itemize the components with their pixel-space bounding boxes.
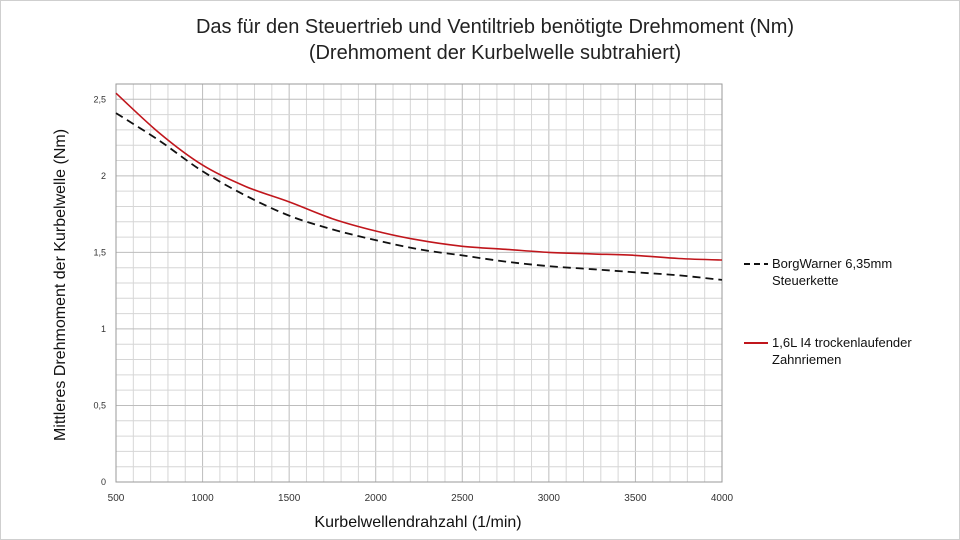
y-tick-label: 1,5 bbox=[93, 247, 106, 257]
grid-lines bbox=[115, 83, 723, 483]
y-tick-label: 2 bbox=[101, 171, 106, 181]
y-tick-label: 0,5 bbox=[93, 400, 106, 410]
y-tick-label: 1 bbox=[101, 324, 106, 334]
y-tick-labels: 0 0,5 1 1,5 2 2,5 bbox=[93, 94, 106, 487]
legend: BorgWarner 6,35mm Steuerkette 1,6L I4 troc… bbox=[744, 256, 912, 367]
chart-subtitle: (Drehmoment der Kurbelwelle subtrahiert) bbox=[308, 42, 682, 64]
x-tick-label: 2500 bbox=[451, 493, 474, 504]
legend-label-2: 1,6L I4 trockenlaufender bbox=[772, 335, 912, 350]
legend-label-1: Steuerkette bbox=[772, 273, 839, 288]
x-tick-label: 3000 bbox=[538, 493, 561, 504]
x-tick-label: 4000 bbox=[711, 493, 734, 504]
legend-label-1: BorgWarner 6,35mm bbox=[772, 256, 892, 271]
y-tick-label: 0 bbox=[101, 477, 106, 487]
series-line-2 bbox=[115, 92, 723, 261]
x-tick-label: 1500 bbox=[278, 493, 301, 504]
series-lines bbox=[115, 92, 723, 281]
plot-border bbox=[115, 83, 723, 483]
x-tick-label: 3500 bbox=[624, 493, 647, 504]
series-line-1 bbox=[115, 112, 723, 281]
x-tick-label: 500 bbox=[108, 493, 125, 504]
x-tick-labels: 500 1000 1500 2000 2500 3000 3500 4000 bbox=[108, 493, 734, 504]
y-axis-label: Mittleres Drehmoment der Kurbelwelle (Nm… bbox=[52, 129, 69, 441]
y-tick-label: 2,5 bbox=[93, 94, 106, 104]
x-axis-label: Kurbelwellendrahzahl (1/min) bbox=[314, 514, 521, 531]
chart-title: Das für den Steuertrieb und Ventiltrieb … bbox=[195, 16, 795, 38]
legend-label-2: Zahnriemen bbox=[772, 352, 841, 367]
x-tick-label: 1000 bbox=[191, 493, 214, 504]
x-tick-label: 2000 bbox=[365, 493, 388, 504]
